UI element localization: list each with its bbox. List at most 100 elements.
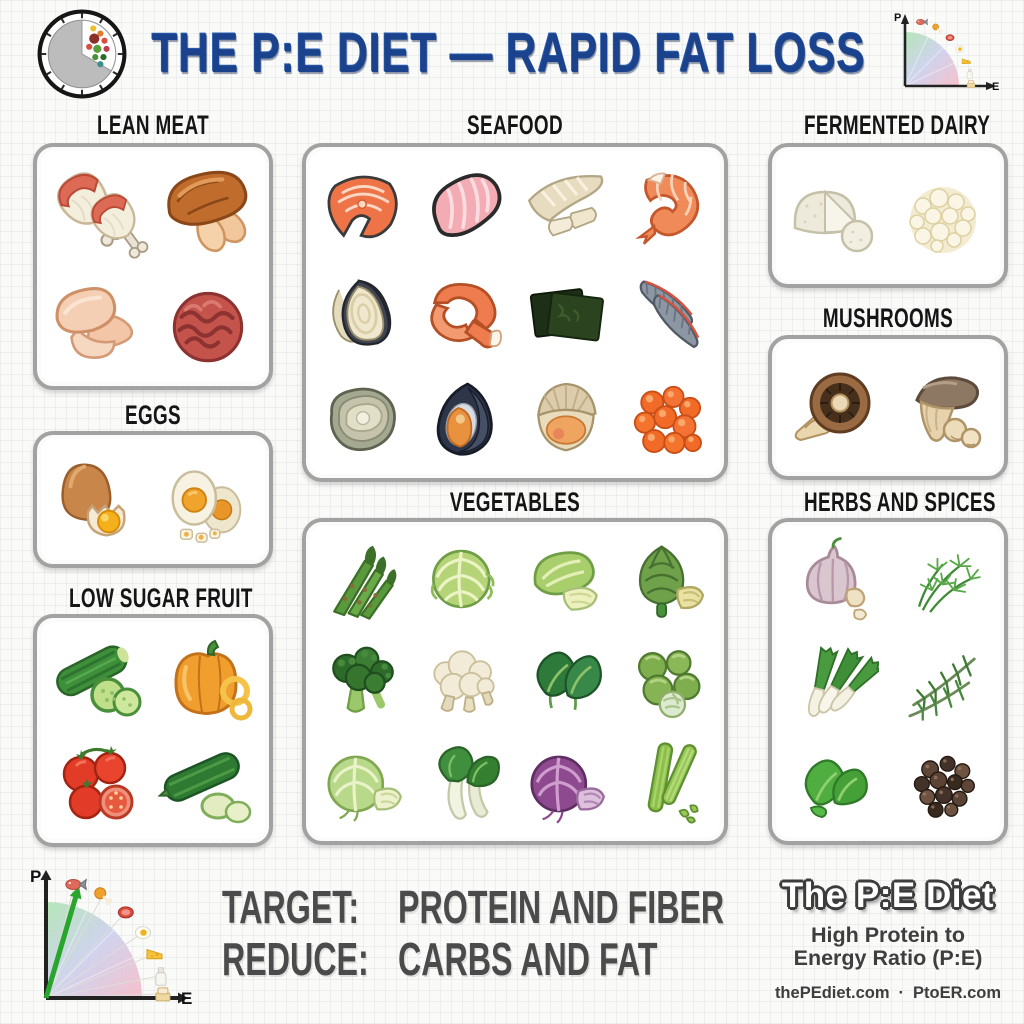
food-item-chicken-drumsticks [47,159,149,261]
food-item-portobello-mushroom [783,358,883,458]
food-item-shrimp [621,160,713,252]
tuna-fillet-illustration [432,173,502,238]
food-item-romaine-lettuce [521,534,611,624]
food-item-dill [897,533,989,625]
category-label-herbs-and-spices: HERBS AND SPICES [804,487,996,517]
category-label-mushrooms: MUSHROOMS [822,303,954,333]
category-box-vegetables [302,518,728,845]
brand-title: The P:E Diet [781,876,995,915]
category-label-vegetables: VEGETABLES [449,487,581,517]
category-label-fermented-dairy: FERMENTED DAIRY [804,110,991,140]
brand-links: thePEdiet.com · PtoER.com [762,984,1014,1003]
artichoke-illustration [639,545,705,618]
milk-bottle-icon [155,967,167,986]
halibut-slices-illustration [331,279,391,347]
category-box-eggs [33,431,273,568]
butter-icon [155,987,171,1002]
steak-icon [117,906,134,919]
category-box-low-sugar-fruit [33,614,273,847]
food-item-bell-pepper [158,627,258,727]
energy-axis-label: E [181,989,192,1008]
category-label-lean-meat: LEAN MEAT [97,110,209,140]
pe-gradient-quarter [46,902,142,998]
white-fish-fillet-illustration [527,175,604,237]
brand-subtitle-line1: High Protein to [810,923,966,947]
peppercorns-illustration [913,755,975,818]
food-item-clam [520,373,612,465]
protein-axis-label: P [30,867,41,886]
bok-choy-illustration [438,746,501,820]
food-item-basil [787,738,879,830]
crab-claw-illustration [430,283,503,349]
butter-icon [966,80,976,88]
food-item-cauliflower [419,636,509,726]
sardine-fillets-illustration [639,280,700,349]
food-item-asparagus [318,534,408,624]
food-item-boiled-egg [159,451,257,549]
food-item-savoy-cabbage [419,534,509,624]
portobello-mushroom-illustration [794,372,871,441]
food-item-zucchini [158,734,258,834]
category-label-seafood: SEAFOOD [467,110,563,140]
zucchini-illustration [158,751,252,823]
url-separator-dot: · [898,984,905,1003]
red-cabbage-illustration [530,755,605,824]
food-item-cucumber [48,627,148,727]
brussels-sprouts-illustration [638,650,701,719]
basil-illustration [804,759,868,818]
category-box-mushrooms [768,335,1008,480]
chicken-drumsticks-illustration [57,171,149,259]
target-label: TARGET: [222,881,360,933]
food-item-cottage-cheese [893,166,993,266]
bell-pepper-illustration [174,639,253,721]
poster-title: THE P:E DIET — RAPID FAT LOSS [126,14,892,90]
food-item-garlic [787,533,879,625]
oyster-illustration [329,387,396,451]
fish-icon [916,18,929,26]
garlic-illustration [805,537,868,621]
food-item-soft-cheese [783,166,883,266]
cauliflower-illustration [433,650,495,714]
food-item-oyster-mushrooms [893,358,993,458]
mussel-illustration [437,382,493,456]
food-item-tuna-fillet [418,160,510,252]
category-box-herbs-and-spices [768,518,1008,845]
brand-block: The P:E Diet High Protein to Energy Rati… [762,876,1014,1003]
category-box-seafood [302,143,728,482]
chicken-drumstick-icon [94,887,113,906]
green-onions-illustration [807,646,879,718]
food-item-raw-chicken-fillets [47,272,149,374]
savoy-cabbage-illustration [431,549,495,609]
green-cabbage-illustration [327,755,402,822]
shrimp-illustration [635,172,700,245]
milk-bottle-icon [966,68,973,79]
target-value: PROTEIN AND FIBER [398,881,725,933]
food-item-salmon-steak [317,160,409,252]
protein-axis-label: P [894,12,901,24]
cracked-egg-illustration [61,462,126,537]
dill-illustration [917,554,981,613]
brand-subtitle-line2: Energy Ratio (P:E) [793,946,983,971]
asparagus-illustration [332,545,397,620]
plate-clock-logo [36,8,128,100]
food-item-peppercorns [897,738,989,830]
food-item-sardine-fillets [621,266,713,358]
vine-tomatoes-illustration [62,745,134,820]
cucumber-illustration [56,645,142,717]
category-label-eggs: EGGS [124,400,182,430]
oyster-mushrooms-illustration [915,375,982,448]
reduce-label: REDUCE: [222,933,369,985]
raw-chicken-fillets-illustration [55,287,134,360]
romaine-lettuce-illustration [533,551,598,611]
food-item-broccoli [318,636,408,726]
roasted-chicken-breast-illustration [167,170,248,252]
brand-url-thepediet: thePEdiet.com [774,984,890,1003]
food-item-roasted-chicken-breast [157,159,259,261]
food-item-artichoke [622,534,712,624]
steak-icon [945,34,955,42]
fried-egg-icon [135,926,151,940]
reduce-value: CARBS AND FAT [398,933,658,985]
